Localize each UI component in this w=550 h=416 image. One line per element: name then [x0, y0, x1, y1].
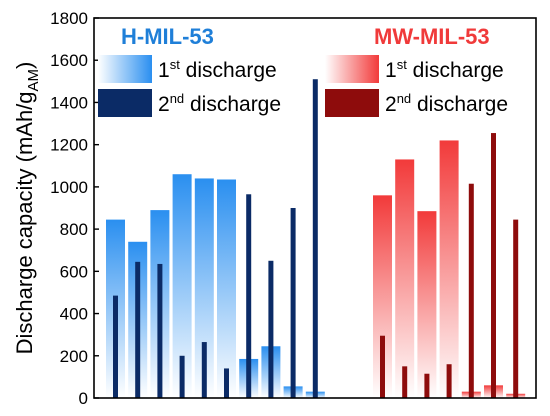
- second-discharge-bar: [135, 261, 141, 398]
- legend-swatch-second: [325, 89, 379, 117]
- plot-frame: [93, 17, 537, 399]
- y-axis-title: Discharge capacity (mAh/gAM): [12, 62, 42, 355]
- legend-swatch-first: [325, 55, 379, 83]
- group-title: MW-MIL-53: [374, 24, 490, 49]
- first-discharge-bar: [373, 195, 392, 398]
- second-discharge-bar: [446, 364, 452, 398]
- second-discharge-bar: [246, 194, 252, 398]
- y-tick-label: 400: [60, 305, 88, 324]
- legend-label-first: 1st discharge: [158, 57, 277, 82]
- y-tick-label: 0: [79, 389, 88, 408]
- second-discharge-bar: [424, 373, 430, 398]
- legend-swatch-second: [98, 89, 152, 117]
- second-discharge-bar: [113, 295, 118, 398]
- legend-label-second: 2nd discharge: [385, 91, 508, 116]
- legend: H-MIL-53 1st discharge 2nd discharge MW-MIL…: [98, 24, 508, 117]
- legend-label-second: 2nd discharge: [158, 91, 281, 116]
- y-tick-label: 800: [60, 220, 88, 239]
- first-discharge-bar: [172, 174, 192, 398]
- bars-layer: [106, 79, 526, 399]
- second-discharge-bar: [491, 133, 496, 399]
- second-discharge-bar: [290, 208, 296, 398]
- first-discharge-bar: [439, 140, 459, 398]
- second-discharge-bar: [468, 183, 474, 398]
- first-discharge-bar: [417, 211, 437, 398]
- y-tick-label: 1400: [50, 93, 88, 112]
- second-discharge-bar: [157, 263, 163, 398]
- first-discharge-bar: [217, 179, 236, 398]
- second-discharge-bar: [312, 79, 318, 398]
- second-discharge-bar: [179, 355, 185, 398]
- first-discharge-bar: [194, 178, 214, 398]
- y-tick-label: 600: [60, 262, 88, 281]
- first-discharge-bar: [395, 159, 415, 398]
- legend-label-first: 1st discharge: [385, 57, 504, 82]
- y-tick-label: 1800: [50, 9, 88, 28]
- second-discharge-bar: [224, 368, 229, 398]
- y-axis: 0 200 400 600 800 1000 1200 1400 1600 1800: [50, 9, 537, 408]
- group-title: H-MIL-53: [121, 24, 214, 49]
- second-discharge-bar: [513, 219, 519, 398]
- y-tick-label: 1000: [50, 178, 88, 197]
- y-tick-label: 200: [60, 347, 88, 366]
- legend-swatch-first: [98, 55, 152, 83]
- second-discharge-bar: [380, 335, 385, 398]
- second-discharge-bar: [201, 342, 207, 398]
- y-tick-label: 1200: [50, 136, 88, 155]
- y-tick-label: 1600: [50, 51, 88, 70]
- second-discharge-bar: [402, 366, 408, 398]
- second-discharge-bar: [268, 260, 274, 398]
